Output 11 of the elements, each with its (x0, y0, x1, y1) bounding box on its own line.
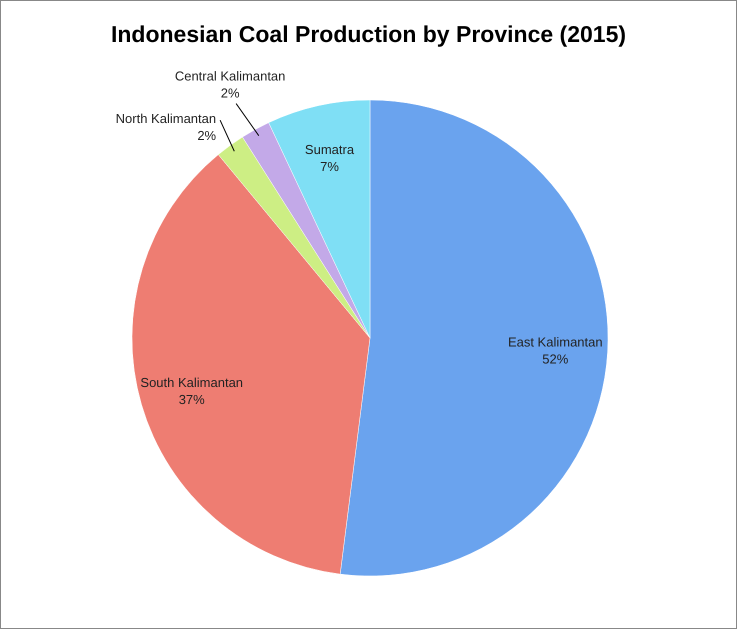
data-label: 2% (197, 128, 217, 144)
data-label: 37% (178, 392, 206, 407)
slice-label: North Kalimantan (116, 111, 216, 126)
slice-label: East Kalimantan (508, 334, 603, 350)
data-label: 2% (220, 86, 240, 101)
data-label: 52% (542, 352, 569, 367)
slice-label: Sumatra (304, 142, 355, 157)
slice-label: South Kalimantan (140, 374, 244, 390)
chart-title: Indonesian Coal Production by Province (2015) (110, 21, 626, 47)
slice-label: Central Kalimantan (174, 68, 286, 84)
data-label: 7% (320, 158, 340, 174)
